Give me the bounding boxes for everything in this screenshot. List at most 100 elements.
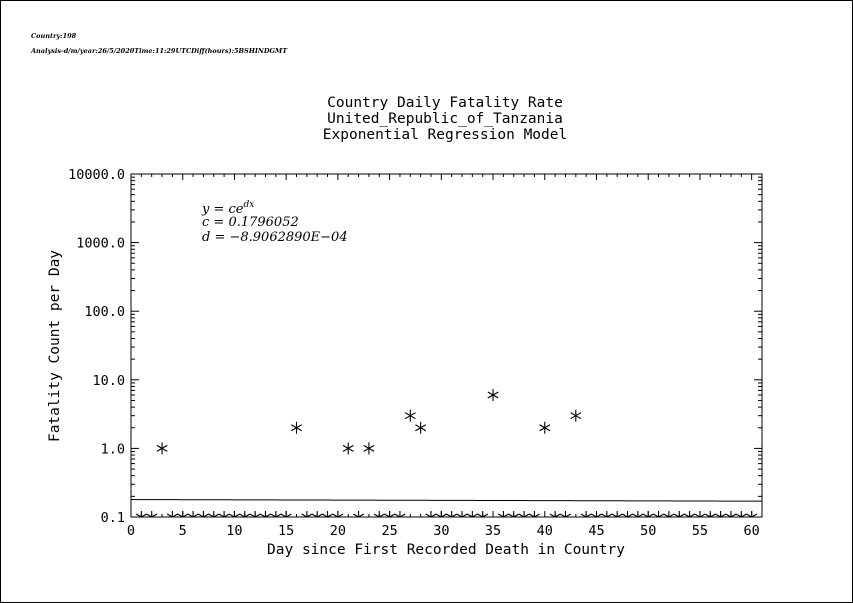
regression-equation: y = cedx c = 0.1796052 d = −8.9062890E−0… xyxy=(201,200,348,245)
zero-day-marker xyxy=(559,511,571,517)
zero-day-markers xyxy=(135,511,758,517)
zero-day-marker xyxy=(456,511,468,517)
regression-curve xyxy=(130,499,763,502)
x-tick-label: 5 xyxy=(179,523,187,539)
zero-day-marker xyxy=(197,511,209,517)
zero-day-marker xyxy=(735,511,747,517)
data-points xyxy=(156,389,582,455)
zero-day-marker xyxy=(549,511,561,517)
zero-day-marker xyxy=(746,511,758,517)
zero-day-marker xyxy=(590,511,602,517)
equation-c-value: c = 0.1796052 xyxy=(202,215,299,230)
zero-day-marker xyxy=(704,511,716,517)
x-tick-label: 40 xyxy=(537,523,553,539)
y-tick-label: 10.0 xyxy=(92,373,125,389)
zero-day-marker xyxy=(611,511,623,517)
plot-area-frame xyxy=(130,173,763,518)
zero-day-marker xyxy=(146,511,158,517)
zero-day-marker xyxy=(373,511,385,517)
zero-day-marker xyxy=(508,511,520,517)
zero-day-marker xyxy=(301,511,313,517)
zero-day-marker xyxy=(394,511,406,517)
x-axis-tick-labels: 0 5 10 15 20 25 30 35 40 45 50 55 60 xyxy=(127,523,760,539)
zero-day-marker xyxy=(653,511,665,517)
data-point xyxy=(156,442,168,455)
data-point xyxy=(415,421,427,434)
zero-day-marker xyxy=(239,511,251,517)
y-tick-label: 100.0 xyxy=(84,304,125,320)
zero-day-marker xyxy=(518,511,530,517)
x-tick-label: 60 xyxy=(744,523,760,539)
zero-day-marker xyxy=(332,511,344,517)
zero-day-marker xyxy=(466,511,478,517)
zero-day-marker xyxy=(311,511,323,517)
zero-day-marker xyxy=(632,511,644,517)
zero-day-marker xyxy=(218,511,230,517)
x-tick-label: 20 xyxy=(330,523,346,539)
zero-day-marker xyxy=(497,511,509,517)
zero-day-marker xyxy=(280,511,292,517)
zero-day-marker xyxy=(477,511,489,517)
x-axis-label: Day since First Recorded Death in Countr… xyxy=(267,542,625,558)
data-point xyxy=(404,409,416,422)
zero-day-marker xyxy=(249,511,261,517)
x-tick-label: 15 xyxy=(278,523,294,539)
y-axis-ticks xyxy=(131,176,762,518)
zero-day-marker xyxy=(384,511,396,517)
zero-day-marker xyxy=(270,511,282,517)
zero-day-marker xyxy=(663,511,675,517)
x-tick-label: 25 xyxy=(381,523,397,539)
chart-title-line-3: Exponential Regression Model xyxy=(323,127,567,143)
zero-day-marker xyxy=(177,511,189,517)
y-tick-label: 1.0 xyxy=(101,441,125,457)
zero-day-marker xyxy=(259,511,271,517)
y-tick-label: 0.1 xyxy=(101,510,125,526)
zero-day-marker xyxy=(353,511,365,517)
zero-day-marker xyxy=(684,511,696,517)
x-tick-label: 10 xyxy=(226,523,242,539)
zero-day-marker xyxy=(208,511,220,517)
data-point xyxy=(342,442,354,455)
country-info-text: Country:198 xyxy=(31,32,77,40)
zero-day-marker xyxy=(135,511,147,517)
zero-day-marker xyxy=(425,511,437,517)
x-tick-label: 55 xyxy=(692,523,708,539)
zero-day-marker xyxy=(715,511,727,517)
x-tick-label: 35 xyxy=(485,523,501,539)
equation-main: y = ce xyxy=(201,202,244,217)
x-tick-label: 30 xyxy=(433,523,449,539)
zero-day-marker xyxy=(187,511,199,517)
zero-day-marker xyxy=(601,511,613,517)
x-tick-label: 50 xyxy=(640,523,656,539)
zero-day-marker xyxy=(528,511,540,517)
data-point xyxy=(291,421,303,434)
y-axis-tick-labels: 0.1 1.0 10.0 100.0 1000.0 10000.0 xyxy=(68,167,125,526)
x-tick-label: 0 xyxy=(127,523,135,539)
zero-day-marker xyxy=(622,511,634,517)
zero-day-marker xyxy=(446,511,458,517)
y-tick-label: 10000.0 xyxy=(68,167,125,183)
analysis-info-text: Analysis-d/m/year:26/5/2020Time:11:29UTC… xyxy=(31,47,288,55)
chart-title: Country Daily Fatality Rate United_Repub… xyxy=(323,95,567,143)
zero-day-marker xyxy=(642,511,654,517)
equation-d-value: d = −8.9062890E−04 xyxy=(202,230,348,245)
equation-formula: y = cedx xyxy=(201,200,254,217)
data-point xyxy=(363,442,375,455)
zero-day-marker xyxy=(166,511,178,517)
y-tick-label: 1000.0 xyxy=(76,236,125,252)
zero-day-marker xyxy=(725,511,737,517)
data-point xyxy=(487,389,499,402)
x-tick-label: 45 xyxy=(588,523,604,539)
chart-title-line-2: United_Republic_of_Tanzania xyxy=(327,111,563,127)
y-axis-label: Fatality Count per Day xyxy=(47,250,63,442)
zero-day-marker xyxy=(694,511,706,517)
zero-day-marker xyxy=(228,511,240,517)
zero-day-marker xyxy=(580,511,592,517)
data-point xyxy=(570,409,582,422)
equation-exponent: dx xyxy=(243,200,254,210)
zero-day-marker xyxy=(322,511,334,517)
zero-day-marker xyxy=(435,511,447,517)
chart-title-line-1: Country Daily Fatality Rate xyxy=(327,95,563,111)
